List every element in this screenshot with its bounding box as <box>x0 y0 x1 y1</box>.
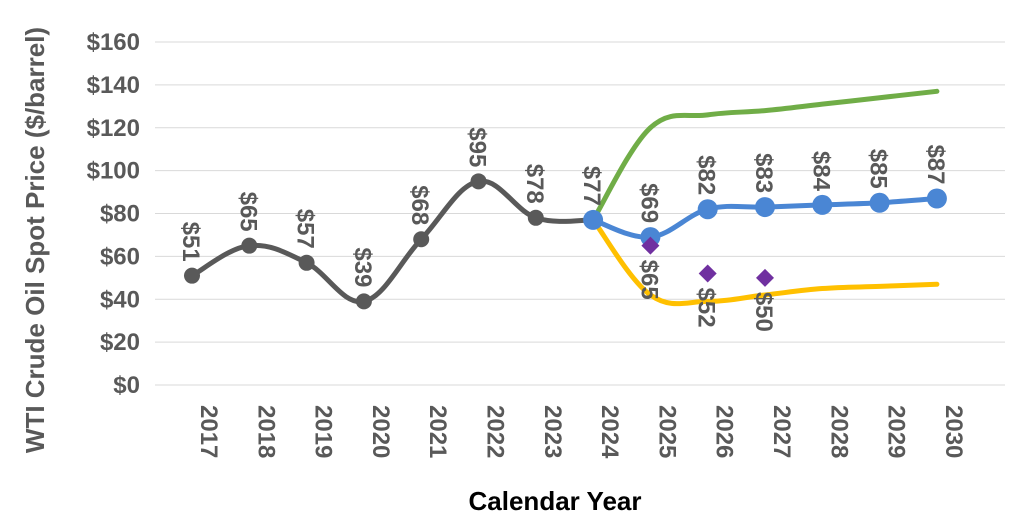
data-label-other-forecast: $50 <box>750 292 777 332</box>
y-axis-title: WTI Crude Oil Spot Price ($/barrel) <box>20 27 50 453</box>
data-point-historical <box>298 254 315 271</box>
y-tick-label: $100 <box>87 158 140 185</box>
data-point-other-forecast <box>756 268 774 287</box>
data-label-historical: $39 <box>349 247 376 287</box>
data-label-other-forecast: $52 <box>693 288 720 328</box>
data-label-other-forecast: $65 <box>635 260 662 300</box>
data-label-historical: $65 <box>234 192 261 232</box>
data-point-reference <box>926 188 947 209</box>
y-tick-label: $160 <box>87 29 140 56</box>
grid-layer <box>155 41 1005 386</box>
x-tick-label: 2026 <box>711 405 738 458</box>
x-tick-label: 2030 <box>940 405 967 458</box>
data-point-reference <box>583 209 604 230</box>
y-tick-label: $140 <box>87 72 140 99</box>
y-tick-label: $120 <box>87 115 140 142</box>
data-label-reference: $82 <box>693 155 720 195</box>
x-tick-label: 2029 <box>883 405 910 458</box>
y-tick-label: $60 <box>100 243 140 270</box>
data-point-historical <box>241 237 258 254</box>
data-label-reference: $83 <box>750 153 777 193</box>
x-axis-title: Calendar Year <box>469 486 642 516</box>
data-point-historical <box>355 293 372 310</box>
series-line-low <box>590 217 940 307</box>
y-tick-label: $0 <box>113 372 140 399</box>
data-point-historical <box>470 173 487 190</box>
data-label-layer: $51 $65 $57 $39 $68 $95 $78 $77 $69 $82 $83 $84 $85 $… <box>177 127 949 332</box>
x-tick-label: 2019 <box>310 405 337 458</box>
x-tick-label: 2028 <box>825 405 852 458</box>
data-point-reference <box>697 199 718 220</box>
data-label-reference: $87 <box>922 144 949 184</box>
data-point-historical <box>413 231 430 248</box>
x-tick-label: 2022 <box>482 405 509 458</box>
y-tick-label: $80 <box>100 201 140 228</box>
y-tick-label: $40 <box>100 286 140 313</box>
x-tick-label: 2023 <box>539 405 566 458</box>
data-point-other-forecast <box>641 236 660 255</box>
y-tick-labels: $0 $20 $40 $60 $80 $100 $120 $140 $160 <box>87 29 140 399</box>
data-label-reference: $69 <box>635 183 662 223</box>
data-label-historical: $95 <box>464 127 491 167</box>
x-tick-label: 2025 <box>653 405 680 458</box>
data-point-reference <box>755 197 775 218</box>
data-label-historical: $77 <box>578 166 605 206</box>
data-label-historical: $78 <box>521 164 548 204</box>
data-point-other-forecast <box>698 264 717 283</box>
data-label-historical: $68 <box>406 185 433 225</box>
x-tick-label: 2020 <box>367 405 394 458</box>
x-tick-label: 2018 <box>252 405 279 458</box>
x-tick-label: 2024 <box>596 405 623 459</box>
data-label-reference: $84 <box>807 151 834 192</box>
y-tick-label: $20 <box>100 329 140 356</box>
data-label-reference: $85 <box>865 149 892 189</box>
data-point-historical <box>527 209 544 226</box>
x-tick-label: 2017 <box>195 405 222 458</box>
series-line-high <box>590 88 940 223</box>
data-point-reference <box>812 194 833 215</box>
x-tick-labels: 2017 2018 2019 2020 2021 2022 2023 2024 2025 2026… <box>195 405 967 459</box>
x-tick-label: 2027 <box>768 405 795 458</box>
marker-layer <box>184 173 947 310</box>
data-label-historical: $57 <box>292 209 319 249</box>
data-point-historical <box>184 267 200 284</box>
x-tick-label: 2021 <box>424 405 451 458</box>
data-point-reference <box>869 192 890 213</box>
data-label-historical: $51 <box>177 222 204 262</box>
